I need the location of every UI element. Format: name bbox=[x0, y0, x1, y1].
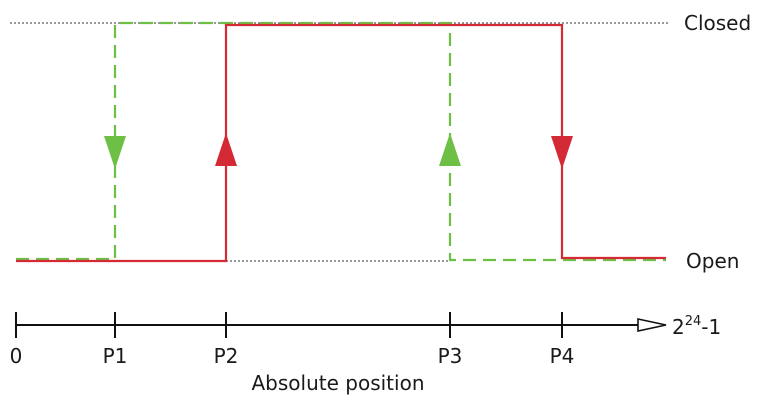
axis-end-label: 224-1 bbox=[672, 314, 721, 339]
tick-label: P2 bbox=[214, 344, 239, 368]
axis-end-suffix: -1 bbox=[701, 315, 721, 339]
dashed-trace bbox=[16, 21, 666, 262]
closed-label: Closed bbox=[684, 11, 751, 35]
axis-end-exponent: 24 bbox=[685, 314, 702, 329]
open-label: Open bbox=[686, 249, 739, 273]
tick-label: P1 bbox=[103, 344, 128, 368]
axis-end-base: 2 bbox=[672, 315, 685, 339]
tick-label: 0 bbox=[10, 344, 23, 368]
solid-trace bbox=[16, 23, 666, 263]
axis-title: Absolute position bbox=[252, 371, 425, 395]
tick-label: P4 bbox=[550, 344, 575, 368]
arrow-up-icon bbox=[439, 133, 461, 166]
tick-label: P3 bbox=[438, 344, 463, 368]
axis-arrow-icon bbox=[637, 318, 667, 332]
arrow-up-icon bbox=[215, 133, 237, 166]
arrow-down-icon bbox=[551, 136, 573, 169]
arrow-down-icon bbox=[104, 136, 126, 169]
